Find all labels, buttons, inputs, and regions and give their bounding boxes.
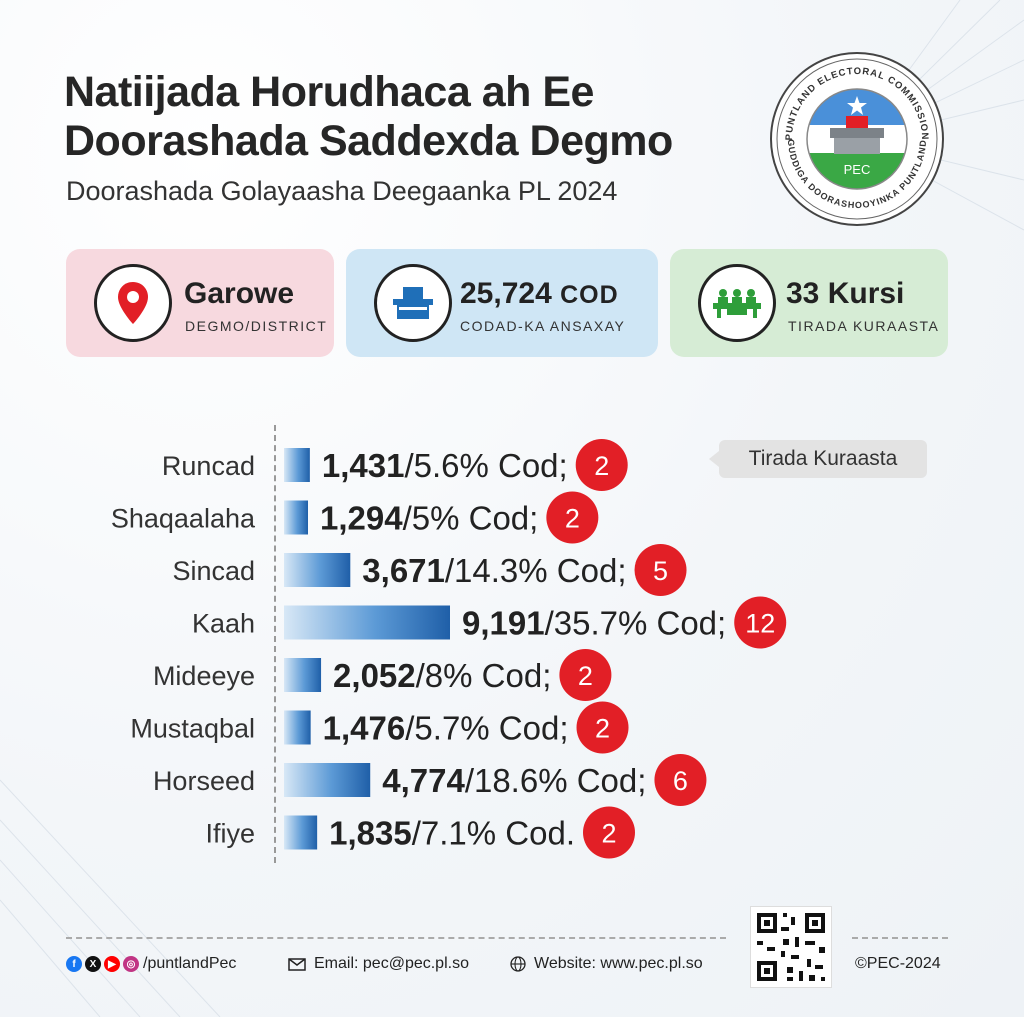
email-icon <box>288 957 306 971</box>
page-subtitle: Doorashada Golayaasha Deegaanka PL 2024 <box>66 176 618 206</box>
seats-card: 33 Kursi TIRADA KURAASTA <box>670 249 948 357</box>
bar <box>284 448 310 482</box>
votes-label: CODAD-KA ANSAXAY <box>460 318 626 334</box>
value-label: 2,052 <box>333 657 416 694</box>
value-label: 9,191 <box>462 605 545 642</box>
website-link[interactable]: Website: www.pec.pl.so <box>510 955 703 973</box>
percent-label: /5% Cod; <box>403 500 539 537</box>
seat-count: 5 <box>653 556 668 586</box>
category-label: Shaqaalaha <box>111 504 256 534</box>
percent-label: /7.1% Cod. <box>412 815 575 852</box>
value-label: 1,294 <box>320 500 403 537</box>
ballot-box-icon <box>374 264 452 342</box>
seat-badge <box>654 754 707 806</box>
website-text: Website: www.pec.pl.so <box>534 955 703 972</box>
seat-count: 12 <box>745 609 775 639</box>
value-label: 3,671 <box>362 552 445 589</box>
seat-count: 6 <box>673 766 688 796</box>
district-label: DEGMO/DISTRICT <box>185 318 328 334</box>
seat-badge <box>559 649 612 701</box>
footer-divider <box>66 937 726 939</box>
percent-label: /35.7% Cod; <box>545 605 727 642</box>
youtube-icon[interactable]: ▶ <box>104 956 120 972</box>
copyright: ©PEC-2024 <box>855 955 941 972</box>
votes-value: 25,724 COD <box>460 277 619 311</box>
seats-value: 33 Kursi <box>786 277 905 310</box>
title-line-2: Doorashada Saddexda Degmo <box>64 117 673 165</box>
seat-count: 2 <box>595 714 610 744</box>
seat-badge <box>546 491 599 544</box>
seat-count: 2 <box>594 451 609 481</box>
seat-count: 2 <box>601 819 616 849</box>
category-label: Sincad <box>172 556 255 586</box>
chart-axis-line <box>274 425 276 863</box>
instagram-icon[interactable]: ◎ <box>123 956 139 972</box>
category-label: Ifiye <box>205 819 255 849</box>
location-pin-icon <box>94 264 172 342</box>
seat-count: 2 <box>578 661 593 691</box>
bar <box>284 553 351 587</box>
pec-logo: PUNTLAND ELECTORAL COMMISSION GUDDIGA DO… <box>770 52 944 226</box>
votes-unit: COD <box>560 281 619 309</box>
category-label: Mideeye <box>153 661 255 691</box>
value-label: 1,835 <box>329 815 412 852</box>
social-links: f X ▶ ◎ /puntlandPec <box>66 955 236 973</box>
facebook-icon[interactable]: f <box>66 956 82 972</box>
value-label: 4,774 <box>382 762 465 799</box>
council-seats-icon <box>698 264 776 342</box>
percent-label: /8% Cod; <box>416 657 552 694</box>
footer-divider-right <box>852 937 948 939</box>
category-label: Runcad <box>162 451 255 481</box>
seat-badge <box>634 544 687 596</box>
bar <box>284 763 371 797</box>
percent-label: /5.7% Cod; <box>405 710 568 747</box>
logo-center-text: PEC <box>844 162 871 177</box>
bar <box>284 710 311 745</box>
seats-label: TIRADA KURAASTA <box>788 318 940 334</box>
email-text: Email: pec@pec.pl.so <box>314 955 469 972</box>
email-link[interactable]: Email: pec@pec.pl.so <box>288 955 469 973</box>
votes-number: 25,724 <box>460 277 552 310</box>
percent-label: /18.6% Cod; <box>465 762 647 799</box>
seat-badge <box>576 701 629 754</box>
district-card: Garowe DEGMO/DISTRICT <box>66 249 334 357</box>
seat-count: 2 <box>565 504 580 534</box>
bar <box>284 815 318 850</box>
value-label: 1,431 <box>322 447 405 484</box>
percent-label: /14.3% Cod; <box>445 552 627 589</box>
seats-tooltip: Tirada Kuraasta <box>709 440 927 478</box>
social-handle[interactable]: /puntlandPec <box>143 955 237 972</box>
votes-card: 25,724 COD CODAD-KA ANSAXAY <box>346 249 658 357</box>
qr-code[interactable] <box>750 906 832 988</box>
bar <box>284 658 322 692</box>
seat-badge <box>583 806 636 859</box>
district-name: Garowe <box>184 277 295 310</box>
title-line-1: Natiijada Horudhaca ah Ee <box>64 68 594 116</box>
category-label: Mustaqbal <box>130 714 255 744</box>
bar <box>284 500 308 535</box>
seat-badge <box>734 596 787 649</box>
seat-badge <box>575 439 628 491</box>
percent-label: /5.6% Cod; <box>404 447 567 484</box>
results-bar-chart: Runcad 1,431/5.6% Cod; 2 Shaqaalaha 1,294/5%… <box>111 439 787 859</box>
page-title: Natiijada Horudhaca ah Ee Doorashada Sad… <box>64 68 673 166</box>
bar <box>284 605 450 640</box>
category-label: Kaah <box>192 609 255 639</box>
value-label: 1,476 <box>323 710 406 747</box>
x-icon[interactable]: X <box>85 956 101 972</box>
globe-icon <box>510 956 526 972</box>
category-label: Horseed <box>153 766 255 796</box>
